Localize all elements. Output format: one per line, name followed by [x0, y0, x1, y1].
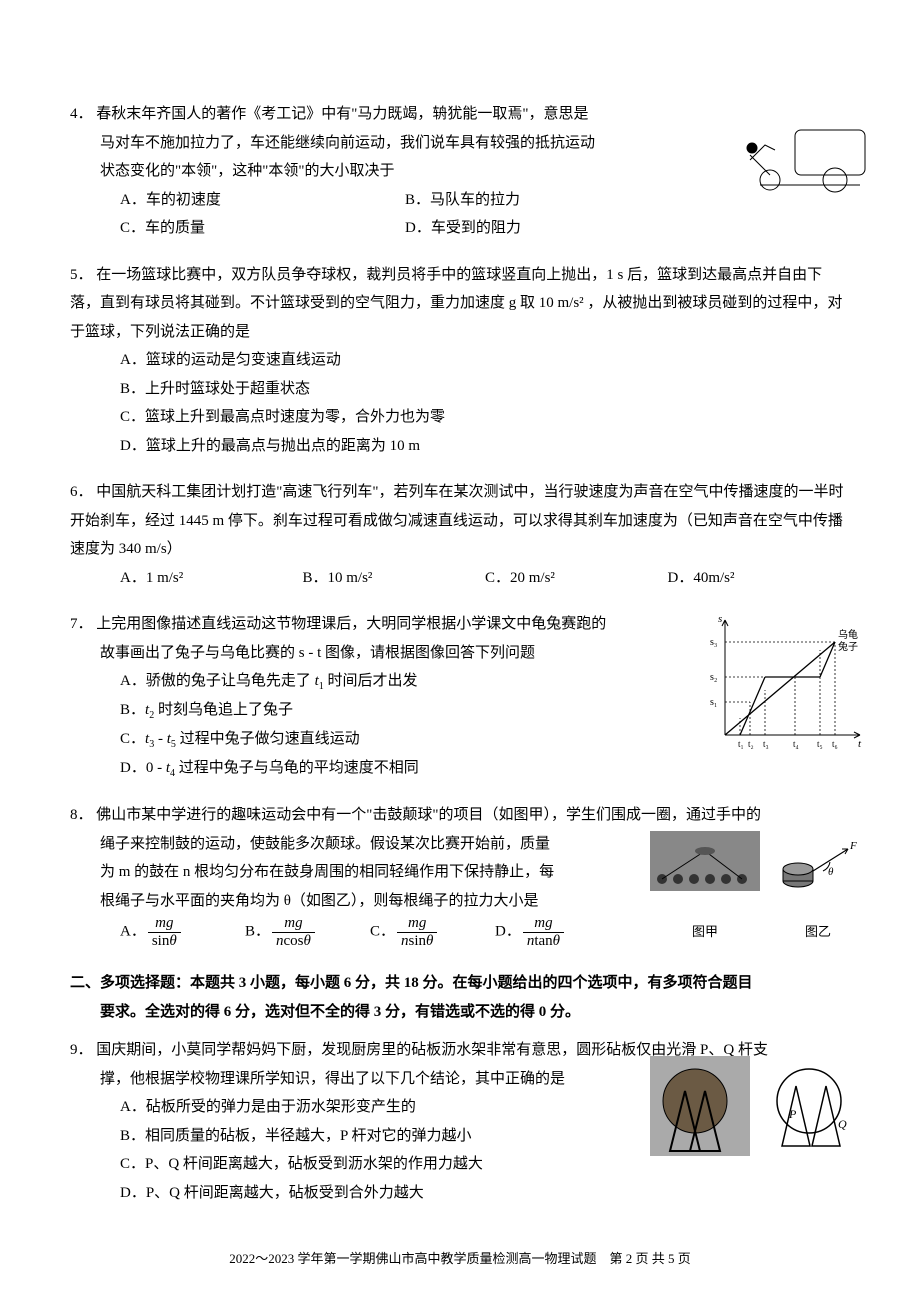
fig-label-yi: 图乙	[778, 920, 858, 945]
svg-text:F: F	[849, 840, 857, 852]
svg-text:t₃: t₃	[763, 739, 769, 749]
option-a: A．篮球的运动是匀变速直线运动	[120, 346, 850, 375]
options: A．骄傲的兔子让乌龟先走了 t1 时间后才出发 B．t2 时刻乌龟追上了兔子 C…	[70, 667, 670, 783]
option-d: D．车受到的阻力	[405, 214, 690, 243]
option-a: A．砧板所受的弹力是由于沥水架形变产生的	[120, 1093, 620, 1122]
q-number: 7．	[70, 616, 93, 632]
option-d: D．0 - t4 过程中兔子与乌龟的平均速度不相同	[120, 754, 670, 783]
option-d: D．P、Q 杆间距离越大，砧板受到合外力越大	[120, 1179, 620, 1208]
option-c: C．20 m/s²	[485, 564, 668, 593]
option-c: C．mgnsinθ	[370, 915, 495, 949]
question-7: s t s₁ s₂ s₃	[70, 610, 850, 783]
option-a: A．车的初速度	[120, 186, 405, 215]
option-d: D．mgntanθ	[495, 915, 620, 949]
options: A．车的初速度 B．马队车的拉力 C．车的质量 D．车受到的阻力	[70, 186, 690, 243]
option-b: B．马队车的拉力	[405, 186, 690, 215]
page-footer: 2022～2023 学年第一学期佛山市高中教学质量检测高一物理试题 第 2 页 …	[70, 1247, 850, 1272]
question-5: 5． 在一场篮球比赛中，双方队员争夺球权，裁判员将手中的篮球竖直向上抛出，1 s…	[70, 261, 850, 461]
q-number: 6．	[70, 484, 93, 500]
svg-text:θ: θ	[828, 866, 834, 878]
option-c: C．篮球上升到最高点时速度为零，合外力也为零	[120, 403, 850, 432]
section-2-heading: 二、多项选择题：本题共 3 小题，每小题 6 分，共 18 分。在每小题给出的四…	[70, 969, 850, 1026]
fig-label-jia: 图甲	[650, 920, 760, 945]
q-stem-line: 上完用图像描述直线运动这节物理课后，大明同学根据小学课文中龟兔赛跑的	[96, 616, 606, 632]
svg-text:t₂: t₂	[748, 739, 754, 749]
figure-drum: 图甲 F θ 图乙	[650, 831, 870, 931]
svg-text:t₅: t₅	[817, 739, 823, 749]
options: A．1 m/s² B．10 m/s² C．20 m/s² D．40m/s²	[70, 564, 850, 593]
svg-text:P: P	[788, 1107, 797, 1121]
question-6: 6． 中国航天科工集团计划打造"高速飞行列车"，若列车在某次测试中，当行驶速度为…	[70, 478, 850, 592]
q-number: 5．	[70, 267, 93, 283]
option-b: B．mgncosθ	[245, 915, 370, 949]
options: A．篮球的运动是匀变速直线运动 B．上升时篮球处于超重状态 C．篮球上升到最高点…	[70, 346, 850, 460]
svg-text:s₃: s₃	[710, 637, 717, 648]
q-stem-line: 状态变化的"本领"，这种"本领"的大小取决于	[70, 157, 690, 186]
option-c: C．t3 - t5 过程中兔子做匀速直线运动	[120, 725, 670, 754]
q-stem-line: 春秋末年齐国人的著作《考工记》中有"马力既竭，辀犹能一取焉"，意思是	[96, 106, 588, 122]
q-number: 4．	[70, 106, 93, 122]
svg-text:s₂: s₂	[710, 672, 717, 683]
option-b: B．相同质量的砧板，半径越大，P 杆对它的弹力越小	[120, 1122, 620, 1151]
svg-text:Q: Q	[838, 1117, 847, 1131]
option-b: B．t2 时刻乌龟追上了兔子	[120, 696, 670, 725]
figure-board: P Q	[650, 1056, 870, 1176]
option-b: B．上升时篮球处于超重状态	[120, 375, 850, 404]
svg-text:t₄: t₄	[793, 739, 799, 749]
svg-text:t: t	[858, 738, 862, 750]
q-number: 9．	[70, 1042, 93, 1058]
q-stem-line: 佛山市某中学进行的趣味运动会中有一个"击鼓颠球"的项目（如图甲），学生们围成一圈…	[96, 807, 761, 823]
svg-text:乌龟: 乌龟	[838, 628, 858, 641]
figure-cart	[740, 90, 880, 200]
option-b: B．10 m/s²	[303, 564, 486, 593]
svg-text:t₁: t₁	[738, 739, 744, 749]
q-stem-line: 在一场篮球比赛中，双方队员争夺球权，裁判员将手中的篮球竖直向上抛出，1 s 后，…	[70, 267, 842, 340]
option-a: A．骄傲的兔子让乌龟先走了 t1 时间后才出发	[120, 667, 670, 696]
question-9: P Q 9． 国庆期间，小莫同学帮妈妈下厨，发现厨房里的砧板沥水架非常有意思，圆…	[70, 1036, 850, 1207]
q-stem-line: 马对车不施加拉力了，车还能继续向前运动，我们说车具有较强的抵抗运动	[70, 129, 690, 158]
option-a: A．mgsinθ	[120, 915, 245, 949]
q-stem-line: 中国航天科工集团计划打造"高速飞行列车"，若列车在某次测试中，当行驶速度为声音在…	[70, 484, 844, 557]
svg-text:s₁: s₁	[710, 697, 717, 708]
option-c: C．P、Q 杆间距离越大，砧板受到沥水架的作用力越大	[120, 1150, 620, 1179]
svg-text:t₆: t₆	[832, 739, 838, 749]
option-c: C．车的质量	[120, 214, 405, 243]
option-d: D．篮球上升的最高点与抛出点的距离为 10 m	[120, 432, 850, 461]
figure-st-chart: s t s₁ s₂ s₃	[700, 610, 870, 760]
option-a: A．1 m/s²	[120, 564, 303, 593]
svg-text:兔子: 兔子	[838, 640, 858, 653]
svg-text:s: s	[718, 613, 722, 625]
question-4: 4． 春秋末年齐国人的著作《考工记》中有"马力既竭，辀犹能一取焉"，意思是 马对…	[70, 100, 850, 243]
q-number: 8．	[70, 807, 93, 823]
question-8: 图甲 F θ 图乙 8．	[70, 801, 850, 949]
option-d: D．40m/s²	[668, 564, 851, 593]
heading-line: 要求。全选对的得 6 分，选对但不全的得 3 分，有错选或不选的得 0 分。	[70, 998, 850, 1027]
q-stem-line: 故事画出了兔子与乌龟比赛的 s - t 图像，请根据图像回答下列问题	[70, 639, 670, 668]
heading-line: 二、多项选择题：本题共 3 小题，每小题 6 分，共 18 分。在每小题给出的四…	[70, 969, 850, 998]
